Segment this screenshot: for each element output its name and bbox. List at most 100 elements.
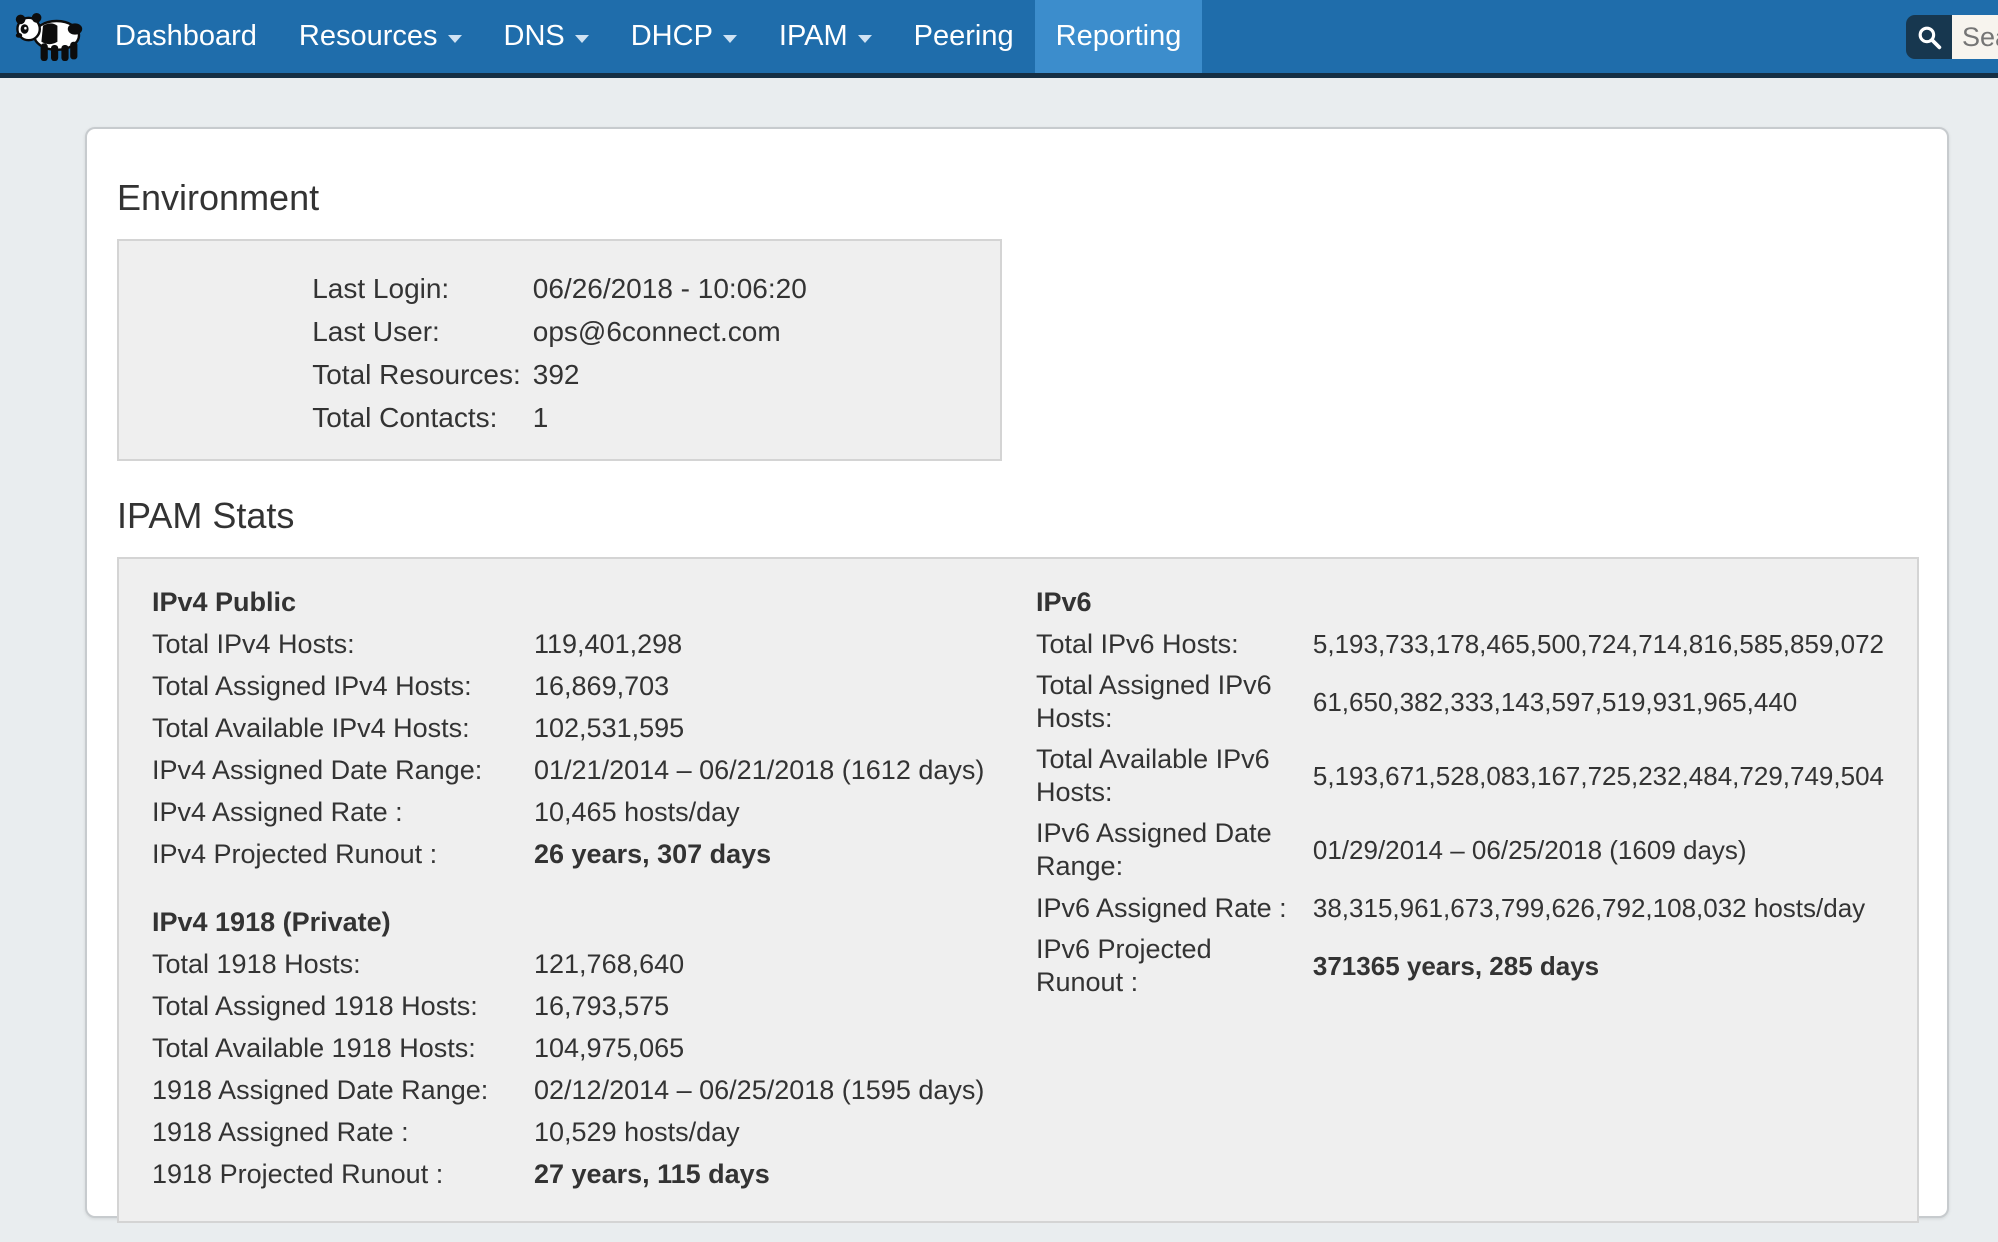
stat-row: Total Assigned IPv4 Hosts: 16,869,703	[152, 665, 1036, 707]
stat-row: 1918 Projected Runout : 27 years, 115 da…	[152, 1153, 1036, 1195]
nav-label: DHCP	[630, 20, 713, 52]
stat-row: IPv6 Projected Runout : 371365 years, 28…	[1036, 929, 1884, 1003]
section-header-row: IPv4 Public	[152, 581, 1036, 623]
stat-label: Total Assigned 1918 Hosts:	[152, 991, 478, 1021]
chevron-down-icon	[722, 35, 737, 43]
reporting-dashboard-card: Environment Last Login: 06/26/2018 - 10:…	[85, 127, 1949, 1223]
chevron-down-icon	[447, 35, 462, 43]
stat-value: 16,869,703	[534, 671, 670, 701]
env-label: Last Login:	[312, 273, 450, 304]
section-header: IPv6	[1036, 587, 1092, 617]
env-label: Total Resources:	[312, 359, 521, 390]
stat-value: 16,793,575	[534, 991, 670, 1021]
stat-row: Total Available IPv6 Hosts: 5,193,671,52…	[1036, 739, 1884, 813]
nav-item-peering[interactable]: Peering	[893, 0, 1035, 73]
env-row: Last Login: 06/26/2018 - 10:06:20	[312, 267, 807, 310]
stat-label: IPv6 Projected Runout :	[1036, 934, 1212, 997]
nav-label: IPAM	[778, 20, 848, 52]
nav-item-dhcp[interactable]: DHCP	[610, 0, 758, 73]
stat-value: 01/29/2014 – 06/25/2018 (1609 days)	[1312, 835, 1747, 865]
stat-label: 1918 Assigned Rate :	[152, 1117, 409, 1147]
env-row: Total Resources: 392	[312, 353, 807, 396]
stat-value: 27 years, 115 days	[534, 1159, 770, 1189]
stat-row: IPv6 Assigned Rate : 38,315,961,673,799,…	[1036, 887, 1884, 929]
stat-label: IPv4 Projected Runout :	[152, 839, 438, 869]
stat-label: Total Available 1918 Hosts:	[152, 1033, 476, 1063]
stat-value: 5,193,671,528,083,167,725,232,484,729,74…	[1312, 761, 1884, 791]
chevron-down-icon	[857, 35, 872, 43]
stat-label: IPv4 Assigned Date Range:	[152, 755, 483, 785]
stat-label: 1918 Assigned Date Range:	[152, 1075, 489, 1105]
environment-panel: Last Login: 06/26/2018 - 10:06:20 Last U…	[117, 239, 1002, 461]
stat-label: Total Available IPv4 Hosts:	[152, 713, 470, 743]
stat-label: Total Assigned IPv6 Hosts:	[1036, 670, 1272, 733]
stat-row: Total 1918 Hosts: 121,768,640	[152, 943, 1036, 985]
stat-row: Total Assigned IPv6 Hosts: 61,650,382,33…	[1036, 665, 1884, 739]
nav-item-dns[interactable]: DNS	[483, 0, 610, 73]
env-value: 06/26/2018 - 10:06:20	[532, 273, 807, 304]
section-header: IPv4 Public	[152, 587, 297, 617]
stat-row: Total IPv4 Hosts: 119,401,298	[152, 623, 1036, 665]
main-menu: Dashboard Resources DNS DHCP IPAM Peerin…	[94, 0, 1203, 73]
search-area	[1906, 15, 1998, 59]
stat-row: IPv4 Projected Runout : 26 years, 307 da…	[152, 833, 1036, 875]
environment-table: Last Login: 06/26/2018 - 10:06:20 Last U…	[312, 267, 807, 439]
stat-row: IPv6 Assigned Date Range: 01/29/2014 – 0…	[1036, 813, 1884, 887]
env-value: 1	[532, 402, 549, 433]
nav-label: Reporting	[1055, 20, 1182, 52]
stat-row: IPv4 Assigned Date Range: 01/21/2014 – 0…	[152, 749, 1036, 791]
stat-row: 1918 Assigned Rate : 10,529 hosts/day	[152, 1111, 1036, 1153]
stat-row: 1918 Assigned Date Range: 02/12/2014 – 0…	[152, 1069, 1036, 1111]
stat-value: 10,529 hosts/day	[534, 1117, 740, 1147]
panda-logo-icon[interactable]	[8, 5, 94, 69]
ipam-ipv6-column: IPv6 Total IPv6 Hosts: 5,193,733,178,465…	[1036, 581, 1884, 1195]
stat-label: 1918 Projected Runout :	[152, 1159, 444, 1189]
stat-row: Total Assigned 1918 Hosts: 16,793,575	[152, 985, 1036, 1027]
stat-value: 61,650,382,333,143,597,519,931,965,440	[1312, 687, 1798, 717]
stat-row: Total Available IPv4 Hosts: 102,531,595	[152, 707, 1036, 749]
env-value: 392	[532, 359, 580, 390]
env-value: ops@6connect.com	[532, 316, 781, 347]
section-header-row: IPv4 1918 (Private)	[152, 875, 1036, 943]
stat-label: Total Assigned IPv4 Hosts:	[152, 671, 472, 701]
ipv6-stats-table: IPv6 Total IPv6 Hosts: 5,193,733,178,465…	[1036, 581, 1884, 1003]
search-icon[interactable]	[1906, 15, 1952, 59]
stat-value: 121,768,640	[534, 949, 685, 979]
stat-value: 02/12/2014 – 06/25/2018 (1595 days)	[534, 1075, 985, 1105]
stat-row: IPv4 Assigned Rate : 10,465 hosts/day	[152, 791, 1036, 833]
nav-item-dashboard[interactable]: Dashboard	[94, 0, 278, 73]
ipam-stats-title: IPAM Stats	[117, 495, 295, 536]
stat-label: Total Available IPv6 Hosts:	[1036, 744, 1270, 807]
ipam-ipv4-column: IPv4 Public Total IPv4 Hosts: 119,401,29…	[152, 581, 1036, 1195]
environment-title: Environment	[117, 177, 320, 218]
stat-value: 38,315,961,673,799,626,792,108,032 hosts…	[1312, 893, 1866, 923]
top-navbar: Dashboard Resources DNS DHCP IPAM Peerin…	[0, 0, 1998, 78]
stat-value: 10,465 hosts/day	[534, 797, 740, 827]
nav-item-ipam[interactable]: IPAM	[758, 0, 893, 73]
stat-label: Total IPv6 Hosts:	[1036, 628, 1239, 659]
stat-value: 119,401,298	[534, 629, 683, 659]
env-row: Total Contacts: 1	[312, 396, 807, 439]
nav-item-reporting[interactable]: Reporting	[1034, 0, 1203, 73]
stat-label: IPv4 Assigned Rate :	[152, 797, 403, 827]
stat-label: IPv6 Assigned Date Range:	[1036, 818, 1272, 881]
stat-value: 102,531,595	[534, 713, 685, 743]
env-label: Last User:	[312, 316, 440, 347]
stat-value: 26 years, 307 days	[534, 839, 772, 869]
section-header: IPv4 1918 (Private)	[152, 907, 391, 937]
ipam-stats-panel: IPv4 Public Total IPv4 Hosts: 119,401,29…	[117, 557, 1919, 1223]
stat-value: 01/21/2014 – 06/21/2018 (1612 days)	[534, 755, 985, 785]
nav-label: Dashboard	[115, 20, 257, 52]
chevron-down-icon	[574, 35, 589, 43]
stat-row: Total Available 1918 Hosts: 104,975,065	[152, 1027, 1036, 1069]
nav-label: Resources	[298, 20, 438, 52]
nav-item-resources[interactable]: Resources	[278, 0, 483, 73]
stat-label: Total IPv4 Hosts:	[152, 629, 355, 659]
nav-label: DNS	[503, 20, 565, 52]
stat-label: IPv6 Assigned Rate :	[1036, 892, 1287, 923]
env-row: Last User: ops@6connect.com	[312, 310, 807, 353]
section-header-row: IPv6	[1036, 581, 1884, 623]
stat-row: Total IPv6 Hosts: 5,193,733,178,465,500,…	[1036, 623, 1884, 665]
nav-label: Peering	[913, 20, 1014, 52]
search-input[interactable]	[1952, 15, 1998, 59]
